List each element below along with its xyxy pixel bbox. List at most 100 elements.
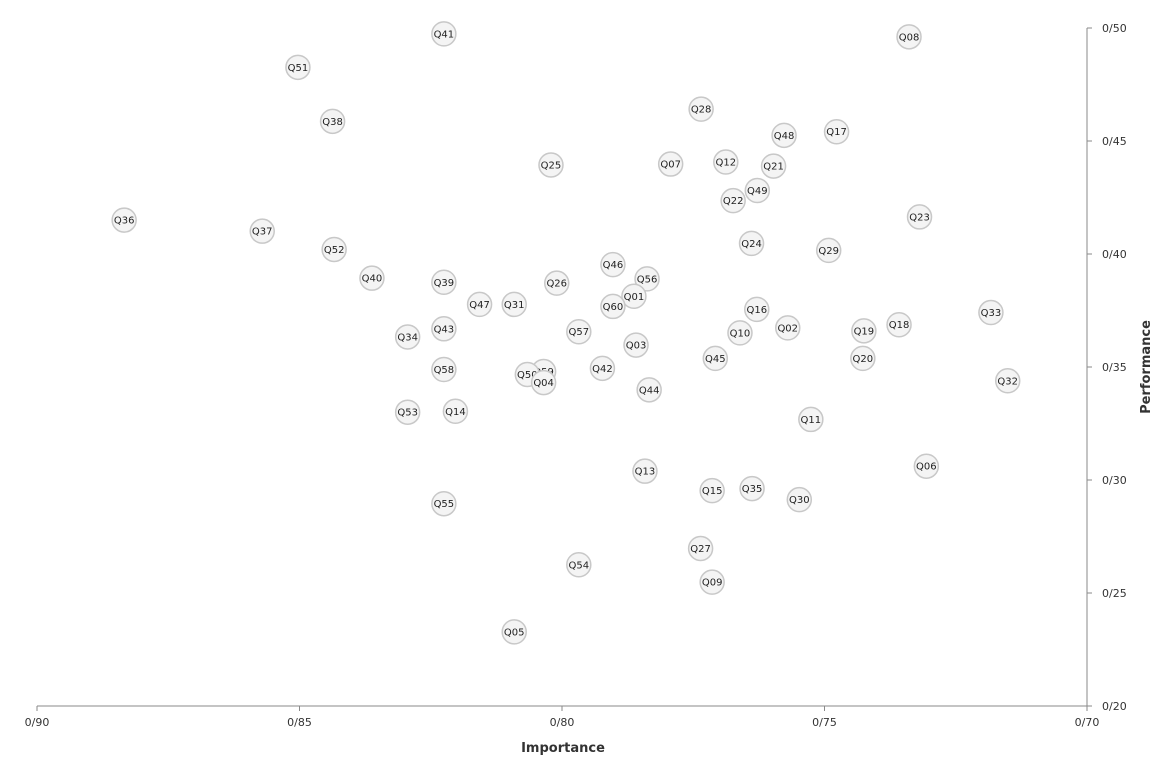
- data-point-label: Q27: [690, 544, 711, 555]
- data-point-label: Q03: [626, 341, 647, 352]
- data-point-label: Q06: [916, 462, 937, 473]
- data-point-label: Q43: [434, 324, 455, 335]
- data-point-label: Q53: [397, 408, 418, 419]
- data-point: Q52: [322, 237, 346, 261]
- data-point-label: Q15: [702, 486, 723, 497]
- data-point: Q09: [700, 570, 724, 594]
- data-point-label: Q32: [997, 376, 1018, 387]
- data-point: Q08: [897, 25, 921, 49]
- x-tick-label: 0/85: [287, 716, 312, 729]
- data-point-label: Q18: [889, 320, 910, 331]
- data-point: Q13: [633, 459, 657, 483]
- data-point: Q57: [567, 320, 591, 344]
- data-point: Q47: [468, 292, 492, 316]
- data-point: Q06: [914, 454, 938, 478]
- data-point-label: Q08: [899, 32, 920, 43]
- data-point-label: Q41: [434, 29, 455, 40]
- data-point-label: Q14: [445, 407, 466, 418]
- data-point-label: Q42: [592, 364, 613, 375]
- data-point: Q04: [532, 371, 556, 395]
- data-point: Q16: [745, 297, 769, 321]
- data-point-label: Q49: [747, 186, 768, 197]
- data-point: Q49: [745, 178, 769, 202]
- data-point-label: Q39: [434, 278, 455, 289]
- data-point: Q35: [740, 477, 764, 501]
- data-point-label: Q04: [533, 378, 554, 389]
- data-point: Q46: [601, 253, 625, 277]
- data-point-label: Q16: [746, 305, 767, 316]
- data-point: Q53: [396, 400, 420, 424]
- data-point: Q25: [539, 153, 563, 177]
- data-point: Q36: [112, 208, 136, 232]
- data-point-label: Q22: [723, 196, 744, 207]
- data-point-label: Q54: [568, 560, 589, 571]
- y-axis-title: Performance: [1139, 320, 1154, 414]
- data-point: Q21: [762, 154, 786, 178]
- data-point-label: Q58: [434, 365, 455, 376]
- data-point-label: Q40: [362, 274, 383, 285]
- y-tick-label: 0/40: [1102, 248, 1127, 261]
- data-point-label: Q07: [660, 160, 681, 171]
- data-point-label: Q09: [702, 578, 723, 589]
- data-point: Q40: [360, 266, 384, 290]
- data-point-label: Q47: [469, 300, 490, 311]
- data-point: Q55: [432, 492, 456, 516]
- y-tick-label: 0/45: [1102, 135, 1127, 148]
- data-point: Q28: [689, 97, 713, 121]
- data-point: Q22: [721, 189, 745, 213]
- data-point: Q48: [772, 123, 796, 147]
- data-point: Q10: [728, 321, 752, 345]
- data-point: Q14: [443, 399, 467, 423]
- data-point: Q37: [250, 219, 274, 243]
- data-point: Q34: [396, 325, 420, 349]
- data-point: Q23: [908, 205, 932, 229]
- data-point-label: Q10: [730, 328, 751, 339]
- data-point-label: Q34: [397, 332, 418, 343]
- data-point-label: Q55: [434, 499, 455, 510]
- x-tick-label: 0/75: [812, 716, 837, 729]
- data-point: Q54: [567, 553, 591, 577]
- data-point-label: Q33: [981, 308, 1002, 319]
- data-point: Q18: [887, 313, 911, 337]
- data-point-label: Q05: [504, 627, 525, 638]
- y-tick-label: 0/30: [1102, 474, 1127, 487]
- x-axis-title: Importance: [521, 741, 605, 756]
- data-point: Q20: [851, 346, 875, 370]
- data-point: Q41: [432, 22, 456, 46]
- data-point: Q45: [703, 346, 727, 370]
- data-point-label: Q12: [715, 158, 736, 169]
- data-point-label: Q29: [818, 246, 839, 257]
- data-point: Q24: [740, 231, 764, 255]
- data-point-label: Q30: [789, 495, 810, 506]
- chart-axes: 0/90 0/85 0/80 0/75 0/700/500/450/400/350/30…: [25, 22, 1127, 729]
- data-point-label: Q11: [801, 415, 822, 426]
- data-point: Q29: [817, 238, 841, 262]
- data-point-label: Q20: [853, 354, 874, 365]
- data-point: Q31: [502, 292, 526, 316]
- data-point: Q32: [996, 369, 1020, 393]
- data-point-label: Q48: [774, 131, 795, 142]
- data-point: Q05: [502, 620, 526, 644]
- data-point-label: Q13: [635, 467, 656, 478]
- data-point-label: Q19: [854, 326, 875, 337]
- data-point-label: Q37: [252, 227, 273, 238]
- data-point-label: Q17: [826, 127, 847, 138]
- data-point: Q60: [601, 294, 625, 318]
- data-point: Q51: [286, 55, 310, 79]
- data-point-label: Q45: [705, 354, 726, 365]
- data-point-label: Q21: [763, 162, 784, 173]
- data-point: Q19: [852, 319, 876, 343]
- x-tick-label: 0/90: [25, 716, 50, 729]
- data-point: Q58: [432, 357, 456, 381]
- y-tick-label: 0/25: [1102, 587, 1127, 600]
- data-point: Q26: [545, 271, 569, 295]
- data-point-label: Q31: [504, 300, 525, 311]
- data-point-label: Q01: [624, 292, 645, 303]
- data-point: Q02: [776, 316, 800, 340]
- data-point: Q33: [979, 301, 1003, 325]
- data-point: Q17: [825, 120, 849, 144]
- data-point: Q03: [624, 333, 648, 357]
- data-point: Q07: [659, 152, 683, 176]
